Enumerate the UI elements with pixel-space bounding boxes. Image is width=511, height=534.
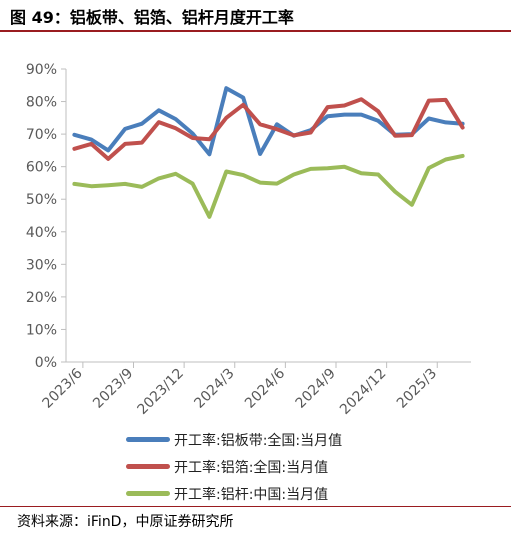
y-tick-label: 0% <box>35 355 57 371</box>
series-line-2 <box>72 153 465 219</box>
legend-swatch-aluminum-foil <box>126 464 170 469</box>
legend-swatch-aluminum-strip <box>126 437 170 442</box>
series-lines <box>72 86 465 219</box>
y-tick-label: 20% <box>26 290 57 306</box>
y-axis: 0% 10% 20% 30% 40% 50% 60% 70% 80% 90% <box>26 62 67 371</box>
y-tick-label: 60% <box>26 160 57 176</box>
x-tick-label: 2023/6 <box>40 365 86 411</box>
source-note: 资料来源：iFinD，中原证券研究所 <box>17 514 234 530</box>
x-tick-label: 2025/3 <box>394 366 440 412</box>
x-tick-label: 2024/9 <box>293 366 339 412</box>
y-tick-label: 80% <box>26 95 57 111</box>
chart-legend: 开工率:铝板带:全国:当月值 开工率:铝箔:全国:当月值 开工率:铝杆:中国:当… <box>126 426 342 507</box>
legend-label-aluminum-foil: 开工率:铝箔:全国:当月值 <box>174 459 329 476</box>
title-divider <box>0 30 511 32</box>
x-tick-label: 2024/6 <box>242 365 288 411</box>
legend-label-aluminum-rod: 开工率:铝杆:中国:当月值 <box>174 486 329 503</box>
legend-entry-aluminum-strip: 开工率:铝板带:全国:当月值 <box>126 426 342 453</box>
legend-entry-aluminum-rod: 开工率:铝杆:中国:当月值 <box>126 480 342 507</box>
y-tick-label: 40% <box>26 225 57 241</box>
series-line-1 <box>72 97 465 161</box>
y-tick-label: 90% <box>26 62 57 78</box>
y-tick-label: 70% <box>26 127 57 143</box>
x-tick-label: 2024/3 <box>191 366 237 412</box>
legend-label-aluminum-strip: 开工率:铝板带:全国:当月值 <box>174 432 343 449</box>
x-tick-label: 2023/9 <box>90 366 136 412</box>
x-tick-label: 2024/12 <box>337 366 389 418</box>
source-divider <box>0 506 511 507</box>
x-tick-label: 2023/12 <box>135 366 187 418</box>
legend-entry-aluminum-foil: 开工率:铝箔:全国:当月值 <box>126 453 342 480</box>
y-tick-label: 50% <box>26 192 57 208</box>
figure-title: 图 49：铝板带、铝箔、铝杆月度开工率 <box>10 8 294 27</box>
y-tick-label: 30% <box>26 257 57 273</box>
legend-swatch-aluminum-rod <box>126 491 170 496</box>
y-tick-label: 10% <box>26 322 57 338</box>
